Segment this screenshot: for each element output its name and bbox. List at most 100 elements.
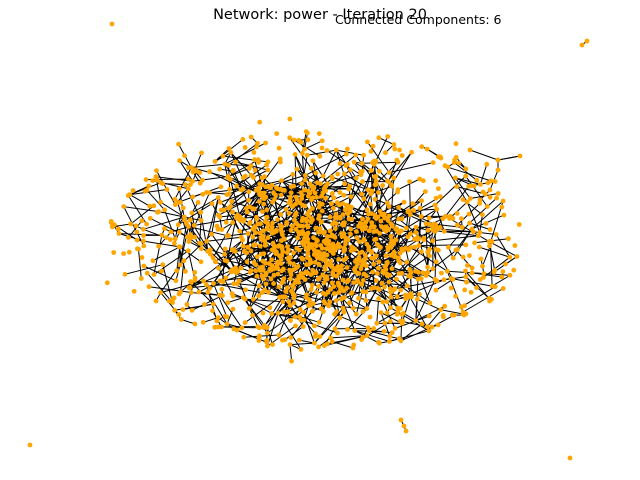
graph-edge	[206, 236, 242, 242]
graph-node	[217, 278, 223, 284]
graph-node	[348, 167, 353, 173]
graph-node	[327, 299, 333, 305]
graph-node	[231, 281, 237, 287]
graph-node	[389, 183, 395, 189]
graph-node	[357, 250, 362, 256]
graph-node	[306, 297, 312, 302]
graph-node	[325, 234, 330, 239]
graph-node	[433, 195, 439, 201]
graph-node	[364, 333, 370, 338]
graph-node	[158, 290, 164, 295]
graph-node	[305, 251, 311, 256]
graph-node	[189, 307, 195, 313]
graph-edge	[344, 248, 356, 269]
graph-node	[257, 119, 263, 125]
graph-node	[397, 306, 403, 311]
graph-node	[278, 223, 283, 229]
graph-node	[304, 218, 310, 224]
graph-node	[478, 182, 483, 187]
graph-node	[316, 319, 322, 325]
graph-node	[122, 271, 128, 277]
graph-node	[337, 244, 342, 250]
graph-node	[269, 182, 275, 188]
graph-node	[388, 305, 393, 311]
graph-edge	[206, 197, 219, 242]
graph-node	[416, 243, 422, 248]
graph-edge	[363, 253, 395, 275]
graph-node	[336, 256, 341, 262]
graph-node	[459, 216, 464, 222]
graph-node	[194, 168, 200, 174]
graph-node	[269, 311, 275, 316]
graph-node	[327, 214, 333, 220]
graph-node	[276, 243, 282, 248]
graph-node	[269, 224, 275, 230]
graph-node	[381, 329, 387, 334]
graph-node	[200, 177, 205, 183]
graph-edge	[218, 239, 243, 269]
graph-node	[420, 270, 426, 276]
graph-node	[273, 192, 278, 198]
graph-node	[186, 285, 192, 290]
graph-node	[387, 339, 392, 344]
graph-node	[484, 204, 490, 209]
graph-node	[215, 226, 221, 232]
graph-edge	[406, 261, 436, 280]
graph-node	[333, 221, 339, 227]
graph-node	[467, 196, 473, 201]
graph-node	[319, 208, 325, 214]
graph-node	[436, 186, 441, 192]
graph-edge	[138, 249, 142, 279]
graph-node	[454, 184, 460, 190]
graph-node	[371, 255, 377, 261]
graph-node	[192, 270, 198, 275]
graph-node	[168, 229, 174, 235]
graph-edge	[310, 193, 333, 223]
graph-edge	[267, 269, 284, 293]
graph-node	[240, 218, 246, 224]
graph-edge	[128, 220, 143, 238]
graph-node	[427, 222, 433, 227]
graph-node	[197, 240, 203, 246]
graph-node	[377, 244, 382, 250]
graph-node	[435, 226, 441, 232]
graph-node	[407, 179, 412, 185]
graph-node	[133, 223, 139, 229]
graph-node	[263, 270, 269, 276]
graph-node	[158, 199, 164, 205]
graph-node	[410, 201, 416, 207]
graph-edge	[213, 283, 228, 318]
graph-node	[362, 252, 368, 258]
graph-node	[351, 159, 357, 165]
graph-node	[228, 150, 234, 155]
graph-node	[339, 296, 345, 302]
graph-node	[308, 287, 314, 292]
graph-node	[460, 254, 466, 260]
graph-node	[400, 248, 406, 253]
graph-edge	[308, 264, 320, 300]
graph-node	[376, 135, 382, 141]
graph-node	[115, 226, 121, 232]
graph-node	[310, 158, 316, 164]
graph-node	[150, 178, 156, 184]
graph-node	[331, 291, 337, 296]
graph-edge	[434, 175, 467, 206]
graph-node	[321, 299, 327, 304]
graph-node	[312, 190, 318, 196]
graph-node	[323, 276, 328, 282]
graph-node	[332, 214, 338, 220]
graph-node	[584, 38, 590, 44]
graph-node	[270, 342, 275, 347]
graph-node	[205, 289, 211, 295]
graph-node	[288, 199, 293, 205]
graph-node	[321, 186, 327, 192]
graph-node	[189, 210, 195, 216]
graph-node	[263, 140, 268, 146]
graph-node	[172, 202, 178, 208]
graph-edge	[176, 246, 181, 271]
graph-node	[453, 247, 459, 253]
graph-node	[172, 307, 178, 313]
graph-edge	[320, 282, 325, 309]
graph-node	[340, 277, 346, 283]
graph-node	[463, 242, 469, 248]
